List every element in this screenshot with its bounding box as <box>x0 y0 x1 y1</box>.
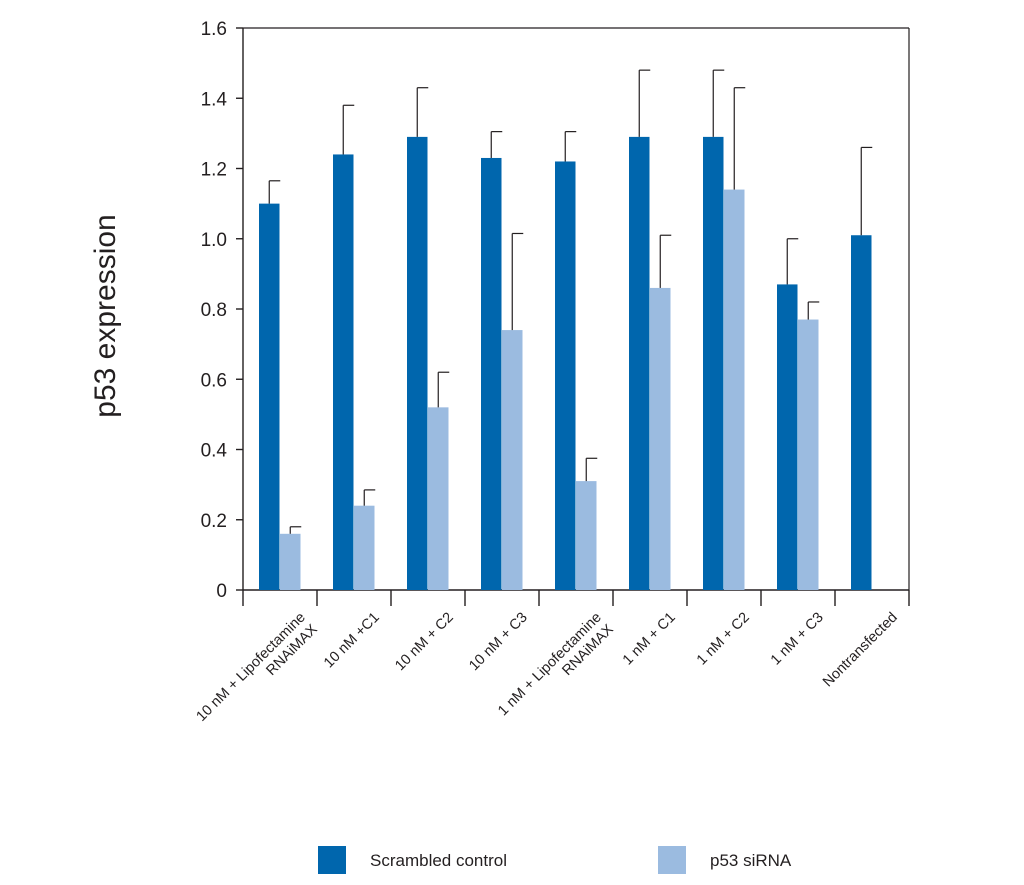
scrambled-control-bar <box>481 157 502 590</box>
p53-sirna-bar <box>798 319 819 590</box>
scrambled-control-bar <box>629 136 650 590</box>
p53-sirna-bar <box>502 330 523 590</box>
error-bars <box>268 69 873 534</box>
x-category-label: 1 nM + C2 <box>694 610 753 669</box>
x-axis: 10 nM + LipofectamineRNAiMAX 10 nM +C1 10 … <box>193 590 910 737</box>
bars <box>259 136 872 591</box>
legend: Scrambled control p53 siRNA <box>318 846 792 874</box>
p53-sirna-bar <box>428 407 449 590</box>
y-tick-label: 1.0 <box>201 230 227 251</box>
p53-sirna-bar <box>354 505 375 590</box>
y-tick-label: 0.8 <box>201 300 227 321</box>
y-tick-label: 0 <box>216 581 227 602</box>
x-category-label: 10 nM + C2 <box>392 610 457 675</box>
y-tick-label: 1.6 <box>201 19 227 40</box>
legend-swatch-scrambled-control <box>318 846 346 874</box>
y-axis-title: p53 expression <box>89 214 122 417</box>
y-tick-label: 1.2 <box>201 160 227 181</box>
x-category-label: 1 nM + C1 <box>620 610 679 669</box>
y-axis: 0 0.2 0.4 0.6 0.8 1.0 1.2 1.4 1.6 <box>201 19 243 602</box>
x-category-label: 10 nM + C3 <box>466 610 531 675</box>
scrambled-control-bar <box>555 161 576 590</box>
p53-sirna-bar <box>576 481 597 590</box>
y-tick-label: 0.2 <box>201 511 227 532</box>
x-category-label: 10 nM +C1 <box>321 610 383 672</box>
legend-label: p53 siRNA <box>710 851 792 870</box>
scrambled-control-bar <box>333 154 354 590</box>
y-tick-label: 0.6 <box>201 370 227 391</box>
x-category-label: 1 nM + C3 <box>768 610 827 669</box>
x-category-label: 10 nM + LipofectamineRNAiMAX <box>193 609 321 737</box>
legend-swatch-p53-sirna <box>658 846 686 874</box>
p53-sirna-bar <box>280 533 301 590</box>
p53-sirna-bar <box>724 189 745 590</box>
scrambled-control-bar <box>407 136 428 590</box>
scrambled-control-bar <box>259 203 280 590</box>
scrambled-control-bar <box>777 284 798 590</box>
y-tick-label: 0.4 <box>201 441 228 462</box>
scrambled-control-bar <box>703 136 724 590</box>
y-tick-label: 1.4 <box>201 89 228 110</box>
p53-sirna-bar <box>650 287 671 590</box>
scrambled-control-bar <box>851 235 872 591</box>
x-category-label: Nontransfected <box>820 610 901 691</box>
legend-label: Scrambled control <box>370 851 507 870</box>
